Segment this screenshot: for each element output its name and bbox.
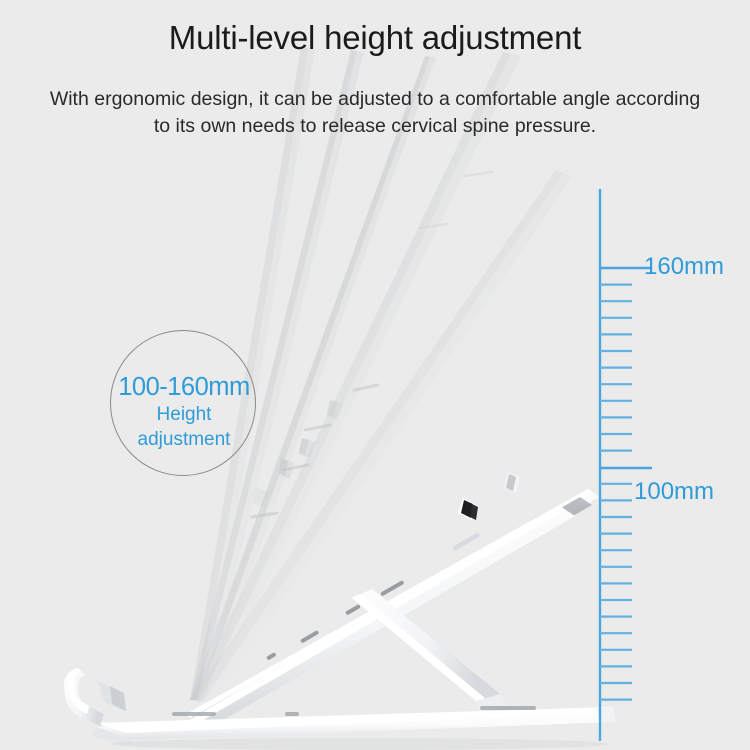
ruler-graphic [598, 189, 652, 741]
rear-retaining-clip [458, 498, 478, 520]
base-shadow [110, 738, 610, 750]
ghost-hinge-mark [250, 511, 279, 519]
ruler-label-100: 100mm [634, 478, 715, 505]
page-subtitle: With ergonomic design, it can be adjuste… [14, 86, 736, 140]
height-range-callout: 100-160mm Height adjustment [110, 330, 256, 476]
stand-front-hook [64, 668, 126, 726]
subtitle-line-1: With ergonomic design, it can be adjuste… [49, 88, 701, 110]
subtitle-line-2: to its own needs to release cervical spi… [153, 115, 597, 137]
stand-support-tray [178, 506, 575, 736]
ghost-hinge-mark [281, 463, 310, 472]
stand-base-plate [92, 706, 616, 747]
page-title: Multi-level height adjustment [168, 19, 582, 56]
ghost-position-1 [190, 170, 572, 704]
stand-support-leg [352, 589, 506, 712]
ruler-minor-ticks [600, 283, 632, 701]
ruler-label-160: 160mm [644, 253, 725, 280]
secondary-retaining-clip [504, 472, 520, 493]
height-range-callout-text: 100-160mm Height adjustment [97, 373, 271, 452]
height-scale-ruler: 160mm 100mm [592, 185, 750, 745]
ghost-hinge-mark [352, 383, 380, 392]
ghost-position-group [190, 47, 572, 704]
height-range-value: 100-160mm [118, 373, 250, 401]
height-range-label-line-2: adjustment [137, 429, 231, 450]
height-range-label-line-1: Height [156, 404, 212, 425]
ghost-hinge-mark [303, 423, 332, 432]
ghost-position-2 [190, 52, 521, 702]
